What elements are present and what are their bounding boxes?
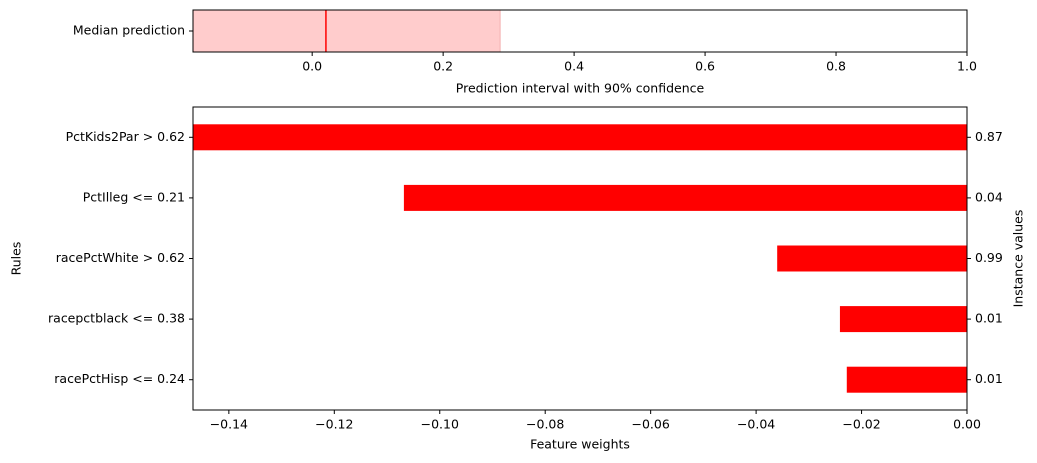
y-tick-label: racepctblack <= 0.38 (48, 311, 185, 326)
bar (846, 366, 967, 393)
x-tick-label: −0.12 (315, 417, 353, 432)
y-tick-label: Median prediction (73, 23, 185, 38)
y2-tick-label: 0.04 (975, 189, 1003, 204)
x-tick-label: 0.00 (953, 417, 981, 432)
x-tick-label: −0.06 (631, 417, 669, 432)
y-tick-label: PctIlleg <= 0.21 (83, 189, 185, 204)
interval-bar (192, 9, 501, 53)
x-tick-label: 0.8 (826, 59, 846, 74)
x-tick-label: −0.02 (842, 417, 880, 432)
x-tick-label: −0.04 (737, 417, 775, 432)
x-axis-label: Feature weights (530, 437, 630, 452)
y2-tick-label: 0.87 (975, 129, 1003, 144)
y2-tick-label: 0.01 (975, 311, 1003, 326)
y-tick-label: PctKids2Par > 0.62 (66, 129, 185, 144)
y-tick-label: racePctWhite > 0.62 (56, 250, 185, 265)
x-tick-label: 0.4 (564, 59, 584, 74)
bar (839, 306, 967, 333)
y2-axis-label: Instance values (1011, 210, 1026, 308)
x-tick-label: −0.10 (421, 417, 459, 432)
axes-frame (192, 106, 968, 411)
y-axis-label: Rules (9, 242, 24, 276)
y-tick-label: racePctHisp <= 0.24 (54, 371, 185, 386)
x-tick-label: 0.2 (433, 59, 453, 74)
bar (193, 124, 967, 151)
bar (403, 184, 967, 211)
x-tick-label: −0.08 (526, 417, 564, 432)
x-axis-label: Prediction interval with 90% confidence (456, 81, 705, 96)
x-tick-label: 0.0 (302, 59, 322, 74)
x-tick-label: 1.0 (957, 59, 977, 74)
bar (777, 245, 967, 272)
y2-tick-label: 0.99 (975, 250, 1003, 265)
x-tick-label: 0.6 (695, 59, 715, 74)
x-tick-label: −0.14 (210, 417, 248, 432)
y2-tick-label: 0.01 (975, 371, 1003, 386)
